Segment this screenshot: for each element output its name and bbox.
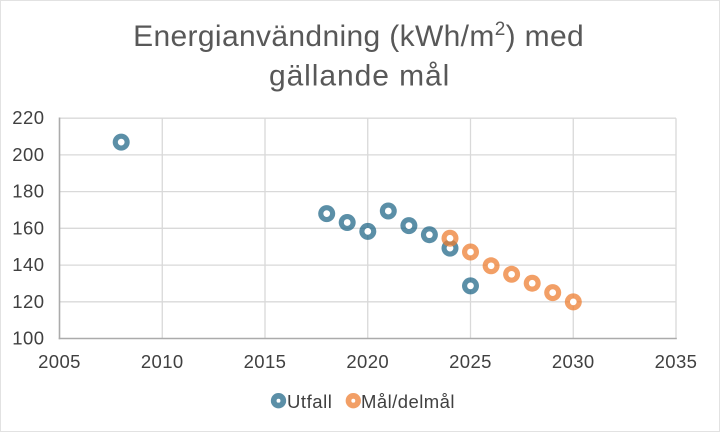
svg-text:200: 200 xyxy=(12,144,44,165)
svg-text:160: 160 xyxy=(12,217,44,238)
svg-text:2015: 2015 xyxy=(244,351,287,372)
svg-text:140: 140 xyxy=(12,254,44,275)
svg-text:2005: 2005 xyxy=(38,351,81,372)
svg-text:120: 120 xyxy=(12,291,44,312)
svg-text:100: 100 xyxy=(12,328,44,349)
svg-text:220: 220 xyxy=(12,107,44,128)
svg-text:2010: 2010 xyxy=(141,351,184,372)
svg-text:Energianvändning (kWh/m2) med: Energianvändning (kWh/m2) med xyxy=(133,19,584,53)
svg-text:gällande mål: gällande mål xyxy=(269,60,450,93)
svg-text:2030: 2030 xyxy=(552,351,595,372)
svg-text:2025: 2025 xyxy=(449,351,492,372)
svg-text:Utfall: Utfall xyxy=(287,391,332,412)
svg-text:2035: 2035 xyxy=(655,351,698,372)
svg-text:Mål/delmål: Mål/delmål xyxy=(361,391,455,412)
svg-text:180: 180 xyxy=(12,181,44,202)
svg-text:2020: 2020 xyxy=(346,351,389,372)
